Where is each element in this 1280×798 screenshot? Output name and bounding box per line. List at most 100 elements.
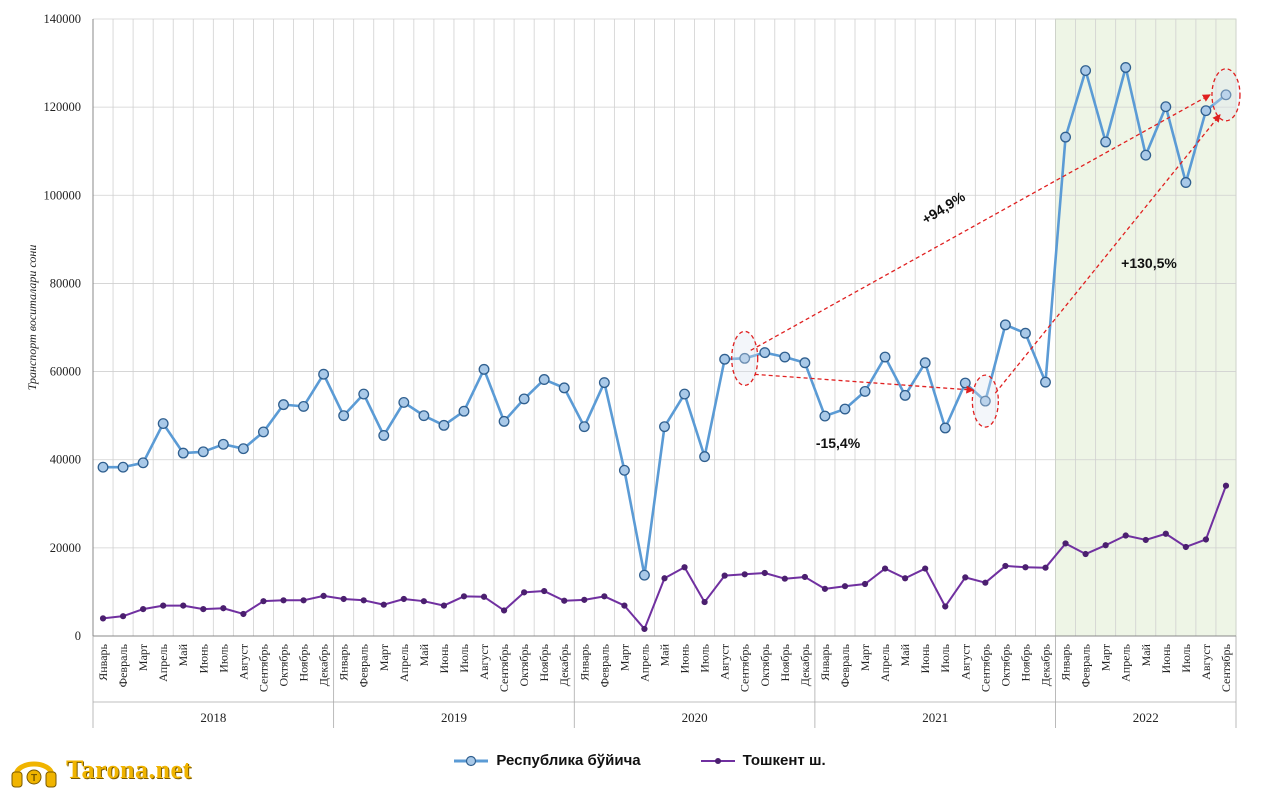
- data-point: [518, 393, 530, 405]
- data-point: [480, 593, 488, 600]
- x-tick-label: Апрель: [156, 643, 170, 681]
- axes: [92, 19, 1237, 728]
- data-point: [1042, 564, 1049, 571]
- y-tick-label: 0: [75, 629, 81, 643]
- data-point: [861, 580, 869, 588]
- data-point: [859, 385, 871, 397]
- data-point: [220, 605, 227, 612]
- data-point: [1142, 536, 1149, 544]
- data-point: [1220, 89, 1232, 101]
- y-tick-label: 80000: [50, 276, 81, 290]
- x-tick-label: Сентябрь: [1219, 643, 1233, 692]
- y-tick-label: 20000: [50, 541, 81, 555]
- x-tick-label: Июль: [457, 643, 471, 672]
- x-tick-label: Август: [236, 643, 250, 680]
- data-point: [982, 579, 989, 586]
- data-point: [1100, 136, 1112, 148]
- data-point: [1180, 177, 1192, 188]
- x-tick-label: Октябрь: [758, 643, 772, 686]
- data-point: [260, 598, 267, 605]
- x-tick-label: Апрель: [878, 643, 892, 681]
- x-tick-label: Март: [377, 643, 391, 671]
- data-point: [661, 575, 668, 582]
- data-point: [119, 613, 127, 620]
- data-point: [1140, 149, 1152, 161]
- data-point: [177, 447, 189, 459]
- x-tick-label: Июль: [698, 643, 712, 672]
- data-point: [942, 603, 949, 610]
- x-tick-label: Август: [718, 643, 732, 680]
- data-point: [300, 597, 307, 604]
- data-point: [841, 583, 849, 590]
- data-point: [681, 564, 688, 571]
- y-axis-ticks: 0 20000 40000 60000 80000 100000 120000 140000: [44, 12, 82, 643]
- data-point: [500, 607, 508, 614]
- annotation-label: +130,5%: [1121, 255, 1177, 271]
- data-point: [779, 351, 791, 363]
- year-labels: 2018 2019 2020 2021 2022: [200, 710, 1158, 725]
- year-label: 2019: [441, 710, 467, 725]
- x-tick-label: Февраль: [597, 643, 611, 687]
- data-point: [257, 426, 269, 438]
- x-tick-label: Май: [1139, 643, 1153, 666]
- data-point: [460, 593, 468, 600]
- x-tick-label: Декабрь: [317, 643, 331, 686]
- data-point: [521, 589, 528, 596]
- data-point: [240, 610, 247, 618]
- data-point: [1162, 530, 1169, 537]
- highlight-ellipse: [731, 330, 759, 387]
- highlight-ellipse: [971, 374, 999, 428]
- data-point: [581, 596, 588, 603]
- data-point: [1022, 564, 1029, 571]
- x-tick-label: Октябрь: [277, 643, 291, 686]
- year-label: 2021: [922, 710, 948, 725]
- data-point: [1160, 101, 1172, 113]
- data-point: [360, 597, 367, 604]
- legend-item-republic: Республика бўйича: [454, 752, 641, 769]
- legend-label-tashkent: Тошкент ш.: [742, 752, 826, 769]
- data-point: [160, 602, 167, 609]
- data-point: [719, 353, 731, 365]
- data-point: [962, 574, 969, 581]
- data-point: [618, 464, 630, 476]
- data-point: [1002, 562, 1009, 570]
- data-point: [99, 615, 107, 622]
- x-tick-label: Март: [1099, 643, 1113, 671]
- x-tick-label: Август: [477, 643, 491, 680]
- data-point: [200, 606, 207, 613]
- x-tick-label: Декабрь: [557, 643, 571, 686]
- x-tick-label: Май: [417, 643, 431, 666]
- x-tick-label: Июнь: [918, 643, 932, 673]
- series-tashkent: [99, 482, 1230, 633]
- data-point: [137, 457, 149, 469]
- annotation-label: -15,4%: [816, 435, 861, 451]
- x-tick-label: Январь: [96, 643, 110, 680]
- data-point: [1122, 532, 1129, 539]
- data-point: [1019, 327, 1031, 339]
- legend-item-tashkent: Тошкент ш.: [700, 752, 826, 769]
- x-tick-label: Ноябрь: [1018, 643, 1032, 681]
- data-point: [959, 377, 971, 389]
- x-tick-label: Февраль: [838, 643, 852, 687]
- data-point: [458, 405, 470, 417]
- x-tick-label: Октябрь: [517, 643, 531, 686]
- x-tick-label: Январь: [577, 643, 591, 680]
- x-tick-label: Сентябрь: [256, 643, 270, 692]
- data-point: [440, 602, 448, 609]
- data-point: [701, 598, 708, 606]
- x-axis-ticks: Январь Февраль Март Апрель Май Июнь Июль Август…: [96, 643, 1233, 692]
- data-point: [598, 377, 610, 389]
- y-tick-label: 40000: [50, 453, 81, 467]
- data-point: [1222, 482, 1230, 489]
- year-label: 2020: [682, 710, 708, 725]
- legend-marker-tashkent: [700, 757, 735, 764]
- data-point: [1080, 65, 1092, 77]
- data-point: [721, 572, 728, 579]
- x-tick-label: Сентябрь: [978, 643, 992, 692]
- data-point: [679, 388, 691, 400]
- data-point: [819, 410, 831, 422]
- annotation-arrow: [750, 94, 1211, 351]
- data-point: [761, 569, 768, 577]
- data-point: [541, 587, 548, 595]
- data-point: [979, 395, 991, 407]
